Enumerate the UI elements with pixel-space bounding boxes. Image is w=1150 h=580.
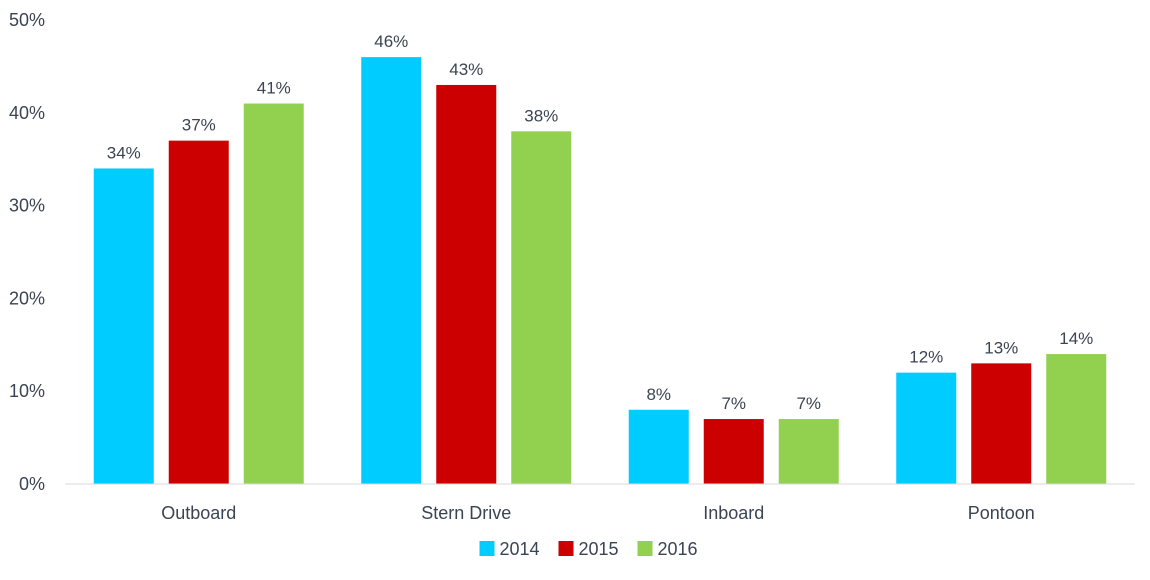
y-tick-label: 50% bbox=[9, 10, 45, 30]
bar-inboard-2014 bbox=[628, 409, 689, 484]
legend-label: 2015 bbox=[579, 539, 619, 559]
bar-pontoon-2016 bbox=[1046, 354, 1107, 484]
data-label: 7% bbox=[721, 394, 746, 413]
bar-outboard-2016 bbox=[243, 103, 304, 485]
bar-outboard-2014 bbox=[93, 168, 154, 485]
data-label: 8% bbox=[646, 385, 671, 404]
x-category-label: Pontoon bbox=[968, 503, 1035, 523]
legend-label: 2016 bbox=[658, 539, 698, 559]
x-category-label: Stern Drive bbox=[421, 503, 511, 523]
legend-swatch-2014 bbox=[479, 541, 495, 556]
data-label: 43% bbox=[449, 60, 483, 79]
y-tick-label: 30% bbox=[9, 196, 45, 216]
data-label: 46% bbox=[374, 32, 408, 51]
data-label: 34% bbox=[107, 143, 141, 162]
bar-inboard-2015 bbox=[703, 419, 764, 484]
x-axis: Outboard Stern Drive Inboard Pontoon bbox=[161, 503, 1035, 523]
legend: 2014 2015 2016 bbox=[479, 539, 698, 559]
bar-stern-drive-2015 bbox=[436, 84, 497, 485]
bars-group bbox=[93, 57, 1107, 485]
data-label: 7% bbox=[796, 394, 821, 413]
y-tick-label: 10% bbox=[9, 381, 45, 401]
legend-label: 2014 bbox=[500, 539, 540, 559]
legend-swatch-2015 bbox=[558, 541, 574, 556]
data-label: 12% bbox=[909, 348, 943, 367]
bar-stern-drive-2016 bbox=[511, 131, 572, 485]
bar-pontoon-2015 bbox=[971, 363, 1032, 484]
x-category-label: Inboard bbox=[703, 503, 764, 523]
data-label: 37% bbox=[182, 116, 216, 135]
bar-stern-drive-2014 bbox=[361, 57, 422, 485]
y-tick-label: 0% bbox=[19, 474, 45, 494]
bar-pontoon-2014 bbox=[896, 372, 957, 484]
data-label: 41% bbox=[257, 79, 291, 98]
data-label: 38% bbox=[524, 106, 558, 125]
x-category-label: Outboard bbox=[161, 503, 236, 523]
y-tick-label: 20% bbox=[9, 288, 45, 308]
data-label: 14% bbox=[1059, 329, 1093, 348]
legend-swatch-2016 bbox=[637, 541, 653, 556]
bar-outboard-2015 bbox=[168, 140, 229, 484]
data-labels-group: 34% 37% 41% 46% 43% 38% 8% 7% 7% 12% 13% 14% bbox=[107, 32, 1094, 413]
data-label: 13% bbox=[984, 338, 1018, 357]
y-tick-label: 40% bbox=[9, 103, 45, 123]
y-axis: 0% 10% 20% 30% 40% 50% bbox=[9, 10, 45, 494]
bar-inboard-2016 bbox=[778, 419, 839, 484]
